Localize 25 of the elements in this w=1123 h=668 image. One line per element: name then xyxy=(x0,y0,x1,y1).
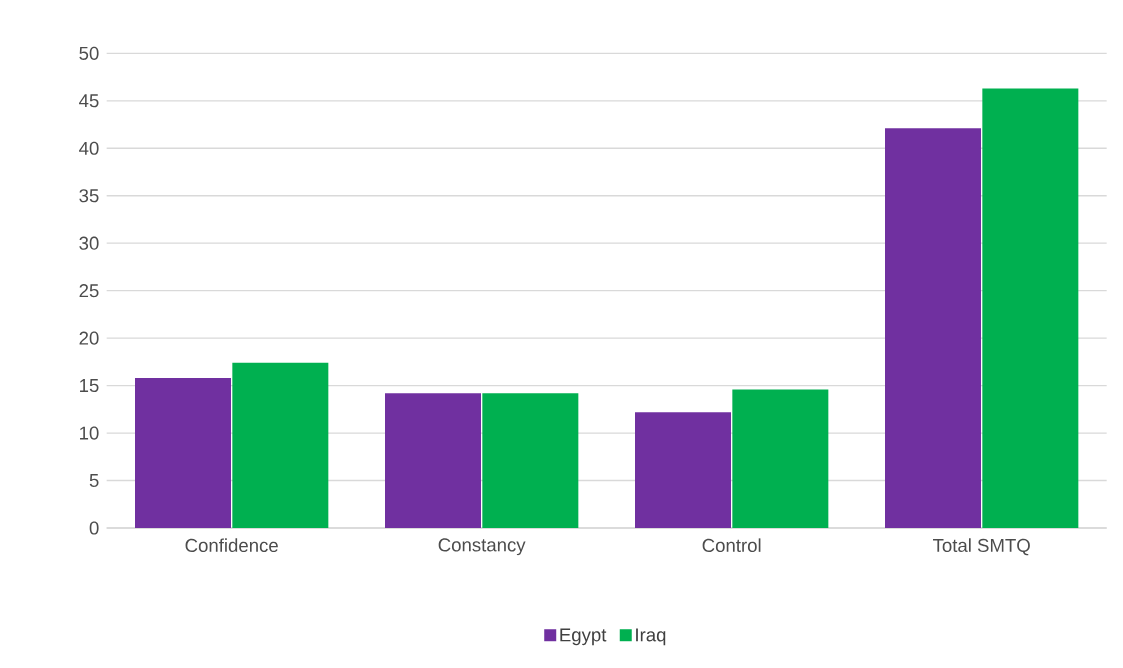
y-tick-label: 10 xyxy=(80,426,99,440)
bar xyxy=(385,393,481,528)
y-tick-label: 45 xyxy=(79,94,99,108)
bar xyxy=(732,389,829,528)
bar xyxy=(232,362,329,528)
x-tick-label: Confidence xyxy=(185,538,278,553)
y-tick-label: 50 xyxy=(79,46,99,60)
x-tick-label: Control xyxy=(702,538,761,553)
y-tick-label: 30 xyxy=(79,236,99,250)
legend-label: Egypt xyxy=(560,628,607,646)
x-tick-label: Total SMTQ xyxy=(933,538,1030,556)
y-tick-label: 5 xyxy=(89,474,99,488)
bar xyxy=(885,128,982,528)
y-tick-label: 0 xyxy=(89,521,99,535)
x-tick-label: Constancy xyxy=(438,538,526,556)
bar xyxy=(482,393,579,528)
bar xyxy=(135,378,231,528)
y-tick-label: 25 xyxy=(79,284,99,298)
y-tick-label: 40 xyxy=(79,141,99,155)
legend-label: Iraq xyxy=(636,628,666,646)
bar xyxy=(635,412,732,528)
y-tick-label: 15 xyxy=(80,379,99,393)
bar xyxy=(982,88,1079,528)
y-tick-label: 20 xyxy=(79,331,99,345)
y-tick-label: 35 xyxy=(79,189,99,203)
